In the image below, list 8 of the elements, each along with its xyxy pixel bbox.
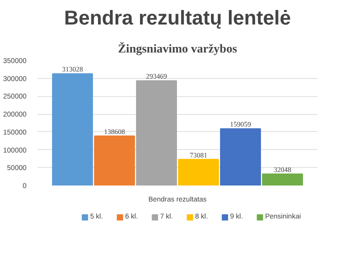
- bar: [220, 128, 261, 186]
- bar: [136, 80, 177, 186]
- chart-title: Bendra rezultatų lentelė: [64, 8, 291, 30]
- bar: [178, 158, 219, 186]
- bar: [52, 73, 93, 186]
- bar: [94, 135, 135, 186]
- bar: [262, 174, 303, 186]
- chart-subtitle: Žingsniavimo varžybos: [118, 42, 238, 56]
